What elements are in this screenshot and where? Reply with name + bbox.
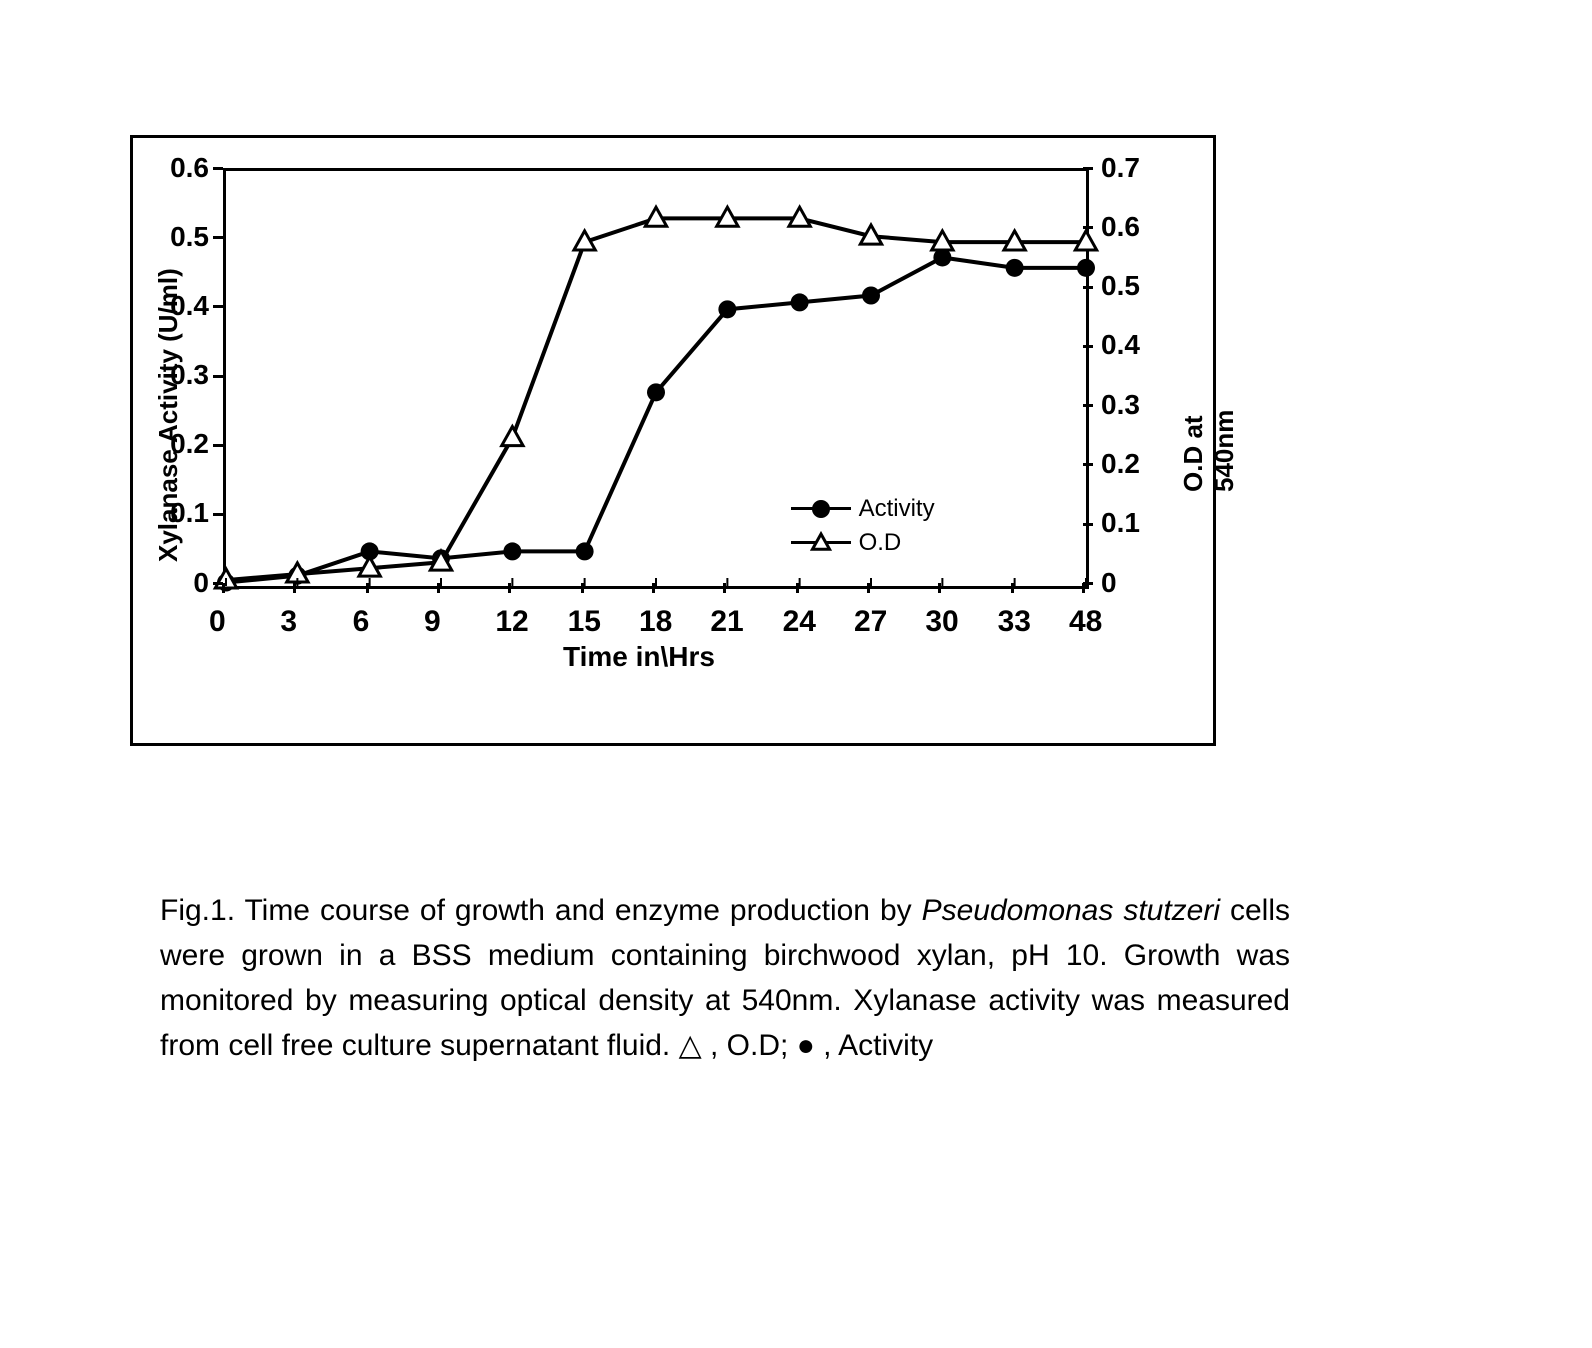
- x-tick-label: 0: [209, 605, 226, 639]
- chart-container: 00.10.20.30.40.50.6 00.10.20.30.40.50.60…: [130, 135, 1216, 746]
- y-right-tick-label: 0.3: [1101, 389, 1140, 421]
- y-right-tick-label: 0.4: [1101, 329, 1140, 361]
- figure-caption: Fig.1. Time course of growth and enzyme …: [160, 888, 1290, 1068]
- y-right-tick-label: 0.5: [1101, 270, 1140, 302]
- x-tick-label: 33: [998, 605, 1031, 639]
- x-tick-label: 24: [783, 605, 816, 639]
- caption-italic: Pseudomonas stutzeri: [922, 894, 1220, 927]
- y-right-tick-label: 0.6: [1101, 211, 1140, 243]
- legend-item: Activity: [791, 492, 935, 526]
- y-right-axis-label: O.D at 540nm: [1178, 409, 1240, 491]
- legend: Activity O.D: [791, 492, 935, 560]
- y-left-tick-label: 0.6: [170, 152, 209, 184]
- x-tick-label: 27: [854, 605, 887, 639]
- x-tick-label: 12: [495, 605, 528, 639]
- y-right-tick-label: 0.1: [1101, 507, 1140, 539]
- x-axis-label: Time in\Hrs: [563, 641, 715, 673]
- x-tick-label: 21: [710, 605, 743, 639]
- legend-item: O.D: [791, 526, 935, 560]
- caption-legend-od: △ , O.D;: [679, 1029, 797, 1062]
- caption-text1: Time course of growth and enzyme product…: [244, 894, 921, 927]
- x-tick-label: 3: [280, 605, 297, 639]
- y-left-tick-label: 0: [193, 567, 209, 599]
- y-right-tick-label: 0.2: [1101, 448, 1140, 480]
- chart-inner: 00.10.20.30.40.50.6 00.10.20.30.40.50.60…: [133, 138, 1213, 743]
- legend-label: Activity: [859, 495, 935, 523]
- y-right-tick-label: 0.7: [1101, 152, 1140, 184]
- plot-area: [223, 168, 1089, 589]
- x-tick-label: 6: [353, 605, 370, 639]
- y-right-tick-label: 0: [1101, 567, 1117, 599]
- legend-label: O.D: [859, 529, 902, 557]
- x-tick-label: 30: [925, 605, 958, 639]
- plot-svg: [226, 171, 1086, 586]
- x-tick-label: 48: [1069, 605, 1102, 639]
- x-tick-label: 18: [639, 605, 672, 639]
- caption-prefix: Fig.1.: [160, 894, 244, 927]
- caption-legend-act: ● , Activity: [797, 1029, 933, 1062]
- x-tick-label: 15: [568, 605, 601, 639]
- y-left-axis-label: Xylanase Activity (U/ml): [153, 189, 184, 563]
- x-tick-label: 9: [424, 605, 441, 639]
